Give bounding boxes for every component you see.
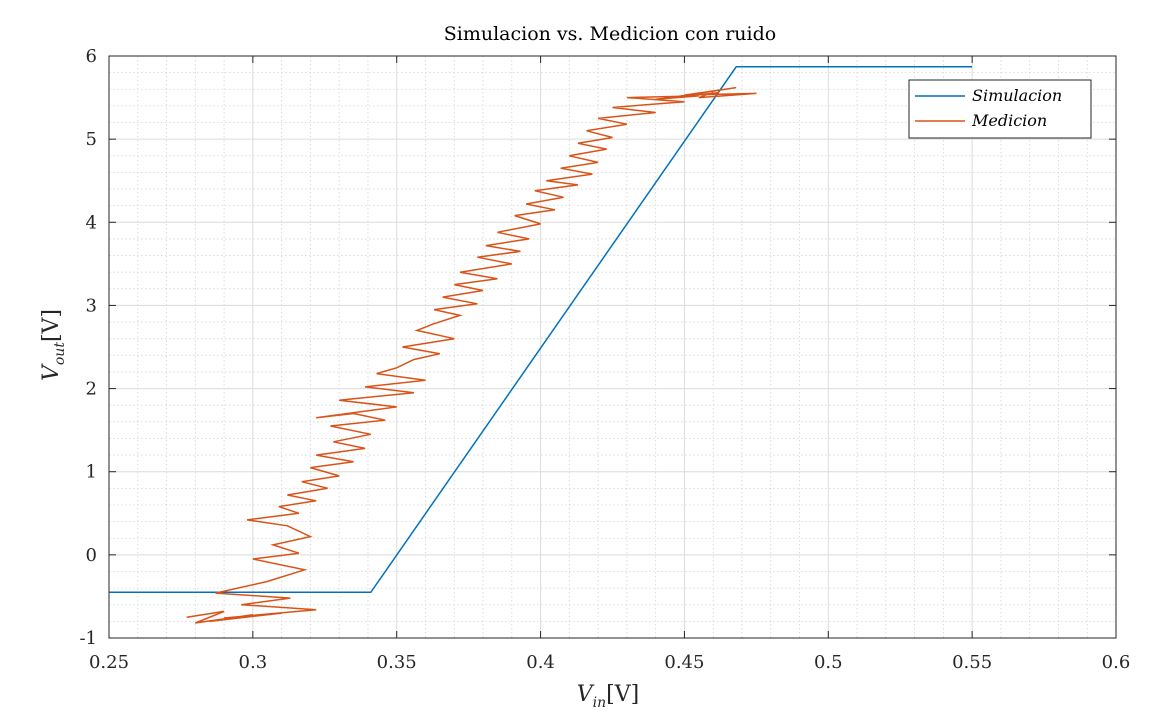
- y-tick-label: 5: [86, 129, 97, 150]
- x-tick-label: 0.35: [377, 652, 417, 673]
- plot-frame: [108, 55, 1117, 639]
- y-tick-label: 4: [86, 212, 97, 233]
- y-axis-label-sub: out: [52, 342, 68, 365]
- y-axis-label: Vout[V]: [39, 309, 68, 381]
- legend-label-medicion: Medicion: [971, 111, 1047, 130]
- y-tick-label: 2: [86, 379, 97, 400]
- series-line-medicion: [186, 86, 757, 624]
- x-tick-labels: 0.25 0.3 0.35 0.4 0.45 0.5 0.55 0.6: [89, 652, 1130, 673]
- y-tick-label: 3: [86, 295, 97, 316]
- x-tick-label: 0.4: [526, 652, 555, 673]
- y-axis-label-main: V: [39, 363, 64, 381]
- major-grid: [108, 55, 1117, 639]
- x-axis-label: Vin[V]: [577, 682, 639, 711]
- y-tick-labels: -1 0 1 2 3 4 5 6: [79, 46, 97, 649]
- chart-title: Simulacion vs. Medicion con ruido: [444, 23, 776, 45]
- y-axis-label-unit: [V]: [39, 309, 64, 342]
- legend: Simulacion Medicion: [908, 79, 1092, 139]
- x-tick-label: 0.3: [239, 652, 268, 673]
- y-tick-label: -1: [79, 628, 97, 649]
- y-tick-label: 1: [86, 462, 97, 483]
- y-tick-label: 6: [86, 46, 97, 67]
- axis-ticks: [108, 55, 1117, 639]
- minor-grid: [109, 56, 1116, 638]
- series-line-simulacion: [109, 66, 973, 594]
- x-tick-label: 0.5: [814, 652, 843, 673]
- x-tick-label: 0.6: [1102, 652, 1131, 673]
- x-tick-label: 0.45: [664, 652, 704, 673]
- x-axis-label-main: V: [577, 682, 595, 707]
- x-axis-label-unit: [V]: [606, 682, 639, 707]
- x-tick-label: 0.55: [952, 652, 992, 673]
- series-layer: [109, 66, 973, 624]
- x-tick-label: 0.25: [89, 652, 129, 673]
- y-tick-label: 0: [86, 545, 97, 566]
- legend-label-simulacion: Simulacion: [972, 86, 1062, 105]
- legend-box: [908, 79, 1092, 139]
- x-axis-label-sub: in: [593, 695, 607, 711]
